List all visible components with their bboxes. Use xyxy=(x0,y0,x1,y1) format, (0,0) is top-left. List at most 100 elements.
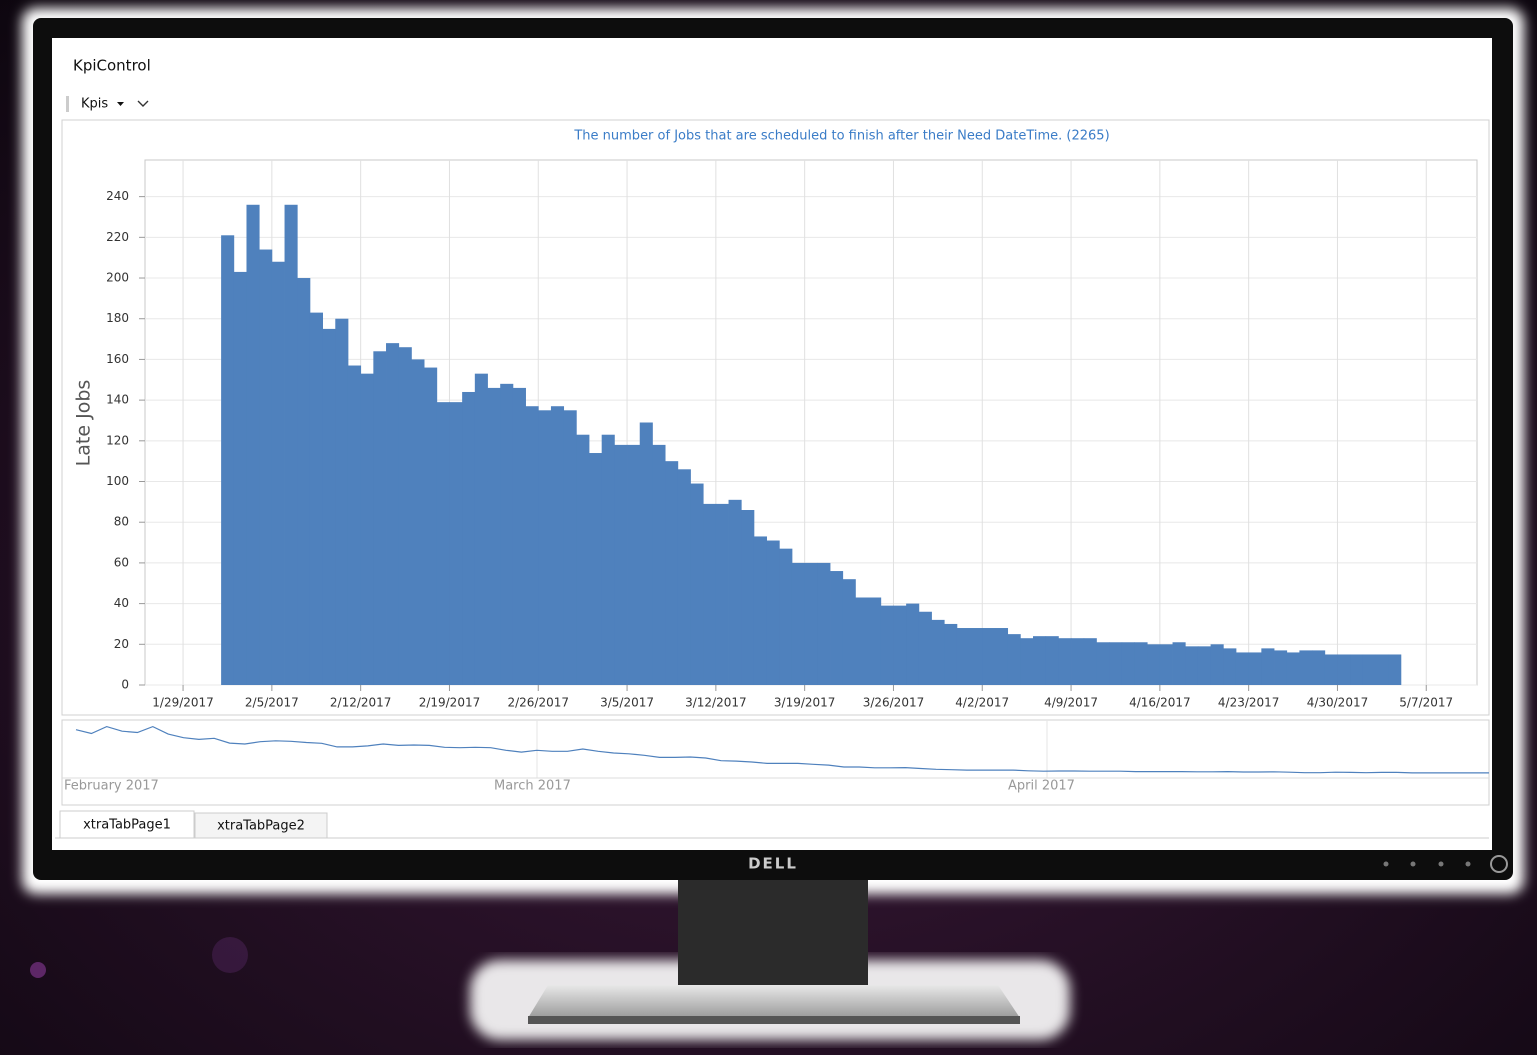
navigator-label: March 2017 xyxy=(494,779,571,794)
bar xyxy=(348,366,361,685)
bar xyxy=(678,469,691,685)
bar xyxy=(868,598,881,686)
bar xyxy=(449,402,462,685)
bar xyxy=(1046,636,1059,685)
navigator-label: February 2017 xyxy=(64,779,159,794)
x-tick-label: 2/12/2017 xyxy=(330,696,392,710)
x-tick-label: 4/16/2017 xyxy=(1129,696,1191,710)
bar xyxy=(1363,654,1376,685)
bar xyxy=(1261,648,1274,685)
bar xyxy=(323,329,336,685)
bar xyxy=(1299,650,1312,685)
bar xyxy=(665,461,678,685)
button[interactable] xyxy=(1411,862,1416,867)
bar xyxy=(741,510,754,685)
bar xyxy=(1337,654,1350,685)
x-tick-label: 3/5/2017 xyxy=(600,696,654,710)
bar xyxy=(411,359,424,685)
bar xyxy=(221,235,234,685)
bar xyxy=(1198,646,1211,685)
y-tick-label: 160 xyxy=(106,352,129,366)
bar xyxy=(627,445,640,685)
bar xyxy=(1084,638,1097,685)
y-tick-label: 60 xyxy=(114,555,129,569)
bar xyxy=(1211,644,1224,685)
bar xyxy=(1223,648,1236,685)
x-tick-label: 4/9/2017 xyxy=(1044,696,1098,710)
bar xyxy=(1325,654,1338,685)
bar xyxy=(817,563,830,685)
bar xyxy=(690,484,703,685)
bar xyxy=(576,435,589,685)
bar xyxy=(386,343,399,685)
y-tick-label: 200 xyxy=(106,271,129,285)
bar xyxy=(1160,644,1173,685)
stand-base-edge xyxy=(528,1016,1020,1024)
decoration xyxy=(212,937,248,973)
y-tick-label: 20 xyxy=(114,637,129,651)
bar xyxy=(1312,650,1325,685)
brand-logo: DELL xyxy=(748,855,798,873)
bar xyxy=(652,445,665,685)
button[interactable] xyxy=(1466,862,1471,867)
bar xyxy=(589,453,602,685)
window-title: KpiControl xyxy=(73,57,151,75)
bar xyxy=(1287,652,1300,685)
bar xyxy=(919,612,932,685)
bar xyxy=(1122,642,1135,685)
bar xyxy=(843,579,856,685)
y-tick-label: 100 xyxy=(106,474,129,488)
bar xyxy=(729,500,742,685)
bar xyxy=(234,272,247,685)
x-tick-label: 3/26/2017 xyxy=(863,696,925,710)
bar xyxy=(970,628,983,685)
page: DELL KpiControl Kpis The number of Jobs … xyxy=(0,0,1537,1055)
bar xyxy=(1071,638,1084,685)
x-tick-label: 4/2/2017 xyxy=(955,696,1009,710)
bar xyxy=(830,571,843,685)
bar xyxy=(373,351,386,685)
bar xyxy=(893,606,906,685)
bar xyxy=(716,504,729,685)
bar xyxy=(982,628,995,685)
kpis-menu[interactable]: Kpis xyxy=(81,97,108,112)
bar xyxy=(1147,644,1160,685)
bar xyxy=(754,536,767,685)
bar xyxy=(488,388,501,685)
bar xyxy=(1008,634,1021,685)
range-navigator[interactable] xyxy=(62,720,1489,805)
bar xyxy=(906,604,919,685)
x-tick-label: 4/30/2017 xyxy=(1307,696,1369,710)
y-tick-label: 0 xyxy=(121,678,129,692)
tab-label[interactable]: xtraTabPage2 xyxy=(217,819,305,834)
bar xyxy=(1058,638,1071,685)
bar xyxy=(1109,642,1122,685)
bar xyxy=(767,541,780,685)
x-tick-label: 1/29/2017 xyxy=(152,696,214,710)
y-tick-label: 120 xyxy=(106,433,129,447)
button[interactable] xyxy=(1439,862,1444,867)
bar xyxy=(259,250,272,685)
bar xyxy=(538,410,551,685)
bar xyxy=(1249,652,1262,685)
bar xyxy=(932,620,945,685)
bar xyxy=(1388,654,1401,685)
bar xyxy=(1033,636,1046,685)
bar xyxy=(526,406,539,685)
stand-base xyxy=(528,985,1020,1018)
button[interactable] xyxy=(1384,862,1389,867)
bar xyxy=(437,402,450,685)
bar xyxy=(335,319,348,685)
y-tick-label: 80 xyxy=(114,515,129,529)
bar xyxy=(1185,646,1198,685)
bar xyxy=(703,504,716,685)
bar xyxy=(640,423,653,686)
x-tick-label: 4/23/2017 xyxy=(1218,696,1280,710)
bar xyxy=(805,563,818,685)
bar xyxy=(424,368,437,685)
bar xyxy=(881,606,894,685)
bar xyxy=(1376,654,1389,685)
tab-label[interactable]: xtraTabPage1 xyxy=(83,818,171,833)
x-tick-label: 2/19/2017 xyxy=(419,696,481,710)
bar xyxy=(792,563,805,685)
